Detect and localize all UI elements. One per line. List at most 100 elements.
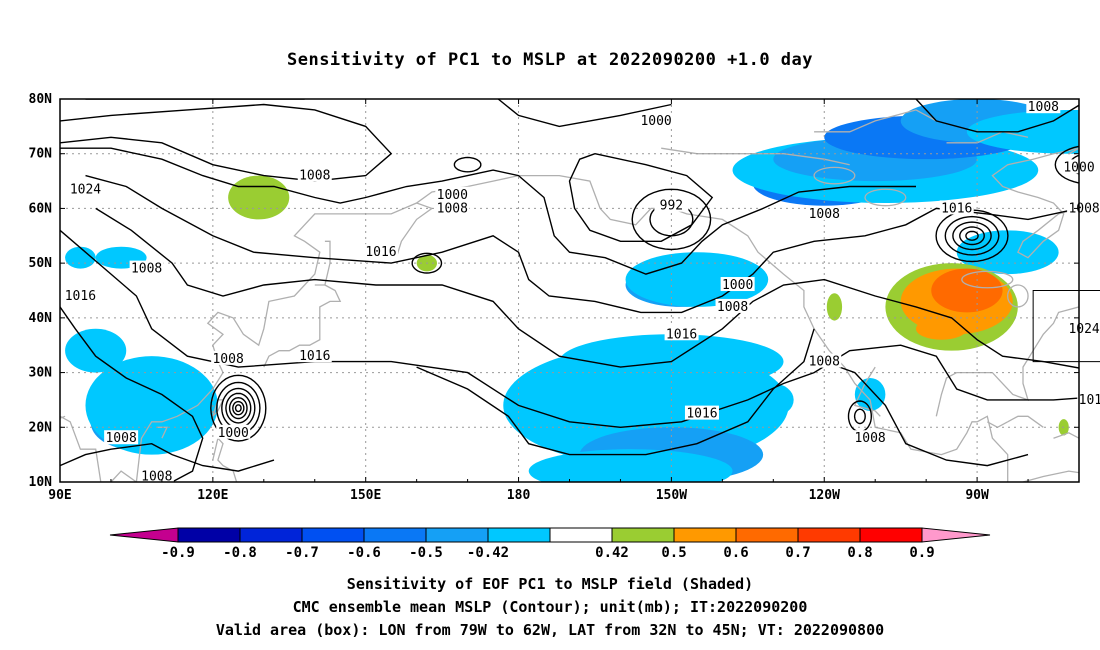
- colorbar-swatch: [425, 527, 489, 543]
- longitude-label: 120W: [809, 488, 840, 503]
- shading-patch: [752, 383, 794, 417]
- contour-label: 1016: [666, 327, 697, 342]
- isobar-contour: [221, 387, 256, 429]
- contour-label: 1024: [70, 182, 101, 197]
- colorbar-label: -0.5: [409, 545, 443, 561]
- shading-patch: [85, 356, 218, 455]
- colorbar-swatch: [859, 527, 923, 543]
- shading-patch: [65, 328, 127, 373]
- isobar-contour: [568, 153, 714, 242]
- longitude-label: 90E: [48, 488, 71, 503]
- colorbar-label: -0.7: [285, 545, 319, 561]
- contour-label: 1016: [299, 349, 330, 364]
- colorbar-swatch: [487, 527, 551, 543]
- coastline-segment: [986, 421, 1009, 429]
- colorbar-swatch: [239, 527, 303, 543]
- coastline-segment: [661, 147, 850, 166]
- contour-label-bg: [211, 350, 246, 365]
- isobar-contour: [944, 215, 1000, 256]
- contour-label: 1008: [809, 355, 840, 370]
- contour-label-bg: [1077, 391, 1100, 406]
- contour-label: 1008: [131, 262, 162, 277]
- colorbar-label: -0.9: [161, 545, 195, 561]
- contour-label: 1016: [65, 289, 96, 304]
- contour-label-bg: [363, 244, 398, 259]
- contour-label-bg: [654, 197, 689, 212]
- latitude-label: 10N: [29, 475, 53, 490]
- shading-patch: [966, 109, 1079, 154]
- colorbar-swatch: [797, 527, 861, 543]
- colorbar-swatch: [301, 527, 365, 543]
- contour-label-bg: [664, 326, 699, 341]
- contour-label: 1008: [299, 169, 330, 184]
- colorbar-label: 0.6: [723, 545, 748, 561]
- longitude-label: 150W: [656, 488, 687, 503]
- longitude-label: 90W: [965, 488, 989, 503]
- isobar-contour: [95, 207, 1079, 369]
- isobar-contour: [60, 306, 204, 482]
- contour-label: 1008: [105, 431, 136, 446]
- isobar-contour: [847, 400, 873, 433]
- coastline-segment: [1053, 432, 1079, 439]
- coastline-segment: [935, 99, 1079, 417]
- caption-line-2: CMC ensemble mean MSLP (Contour); unit(m…: [292, 598, 808, 616]
- isobar-contour: [853, 408, 866, 425]
- contour-label-bg: [139, 468, 174, 483]
- contour-label-bg: [1067, 320, 1100, 335]
- isobar-contour: [60, 442, 275, 472]
- lake-outline: [813, 166, 856, 185]
- contour-label: 1008: [1068, 201, 1099, 216]
- contour-label: 1000: [437, 188, 468, 203]
- contour-label: 1016: [1079, 393, 1100, 408]
- isobar-contour: [959, 226, 985, 246]
- isobar-contour: [60, 147, 916, 275]
- lake-outline: [1007, 284, 1029, 308]
- isobar-contour: [60, 229, 1079, 429]
- colorbar-label: -0.6: [347, 545, 381, 561]
- colorbar-high-extend: [921, 527, 991, 543]
- contour-label: 1008: [1028, 100, 1059, 115]
- coastline-segment: [212, 436, 238, 482]
- chart-title: Sensitivity of PC1 to MSLP at 2022090200…: [286, 50, 813, 70]
- contour-label: 1000: [218, 426, 249, 441]
- colorbar-swatch: [549, 527, 613, 543]
- colorbar-swatch: [177, 527, 241, 543]
- shading-patch: [931, 268, 1003, 313]
- isobar-contour: [952, 221, 992, 251]
- latitude-label: 20N: [29, 420, 53, 435]
- colorbar-label: -0.42: [467, 545, 509, 561]
- caption-line-3: Valid area (box): LON from 79W to 62W, L…: [215, 621, 885, 639]
- colorbar-swatch: [735, 527, 799, 543]
- isobar-contour: [915, 99, 1079, 133]
- colorbar-swatch: [611, 527, 675, 543]
- colorbar-label: 0.8: [847, 545, 872, 561]
- isobar-contour: [85, 174, 1079, 314]
- isobar-contour: [965, 230, 979, 241]
- coastline-segment: [946, 131, 1029, 144]
- contour-label: 1016: [686, 407, 717, 422]
- shading-patch: [228, 175, 290, 220]
- colorbar: -0.9 -0.8 -0.7 -0.6 -0.5 -0.42 0.42 0.5 0.6 0.7 0.…: [109, 527, 991, 561]
- contour-label-bg: [129, 260, 164, 275]
- contour-label-bg: [715, 298, 750, 313]
- contour-label-bg: [68, 181, 103, 196]
- shading-patch: [915, 317, 967, 340]
- coastlines: [60, 99, 1079, 482]
- longitude-label: 150E: [350, 488, 381, 503]
- caption-line-1: Sensitivity of EOF PC1 to MSLP field (Sh…: [346, 575, 754, 593]
- contour-label-bg: [63, 287, 98, 302]
- lake-outline: [864, 188, 907, 207]
- contour-label: 1008: [809, 207, 840, 222]
- shading-patch: [625, 252, 769, 307]
- isobar-contour: [210, 374, 267, 442]
- colorbar-label: 0.9: [909, 545, 934, 561]
- isobar-contour: [1054, 145, 1079, 184]
- contour-label-bg: [216, 424, 251, 439]
- coastline-segment: [1022, 470, 1079, 482]
- isobar-contour: [497, 99, 672, 128]
- contour-label-bg: [435, 186, 470, 201]
- latitude-label: 80N: [29, 92, 53, 107]
- latitude-label: 60N: [29, 201, 53, 216]
